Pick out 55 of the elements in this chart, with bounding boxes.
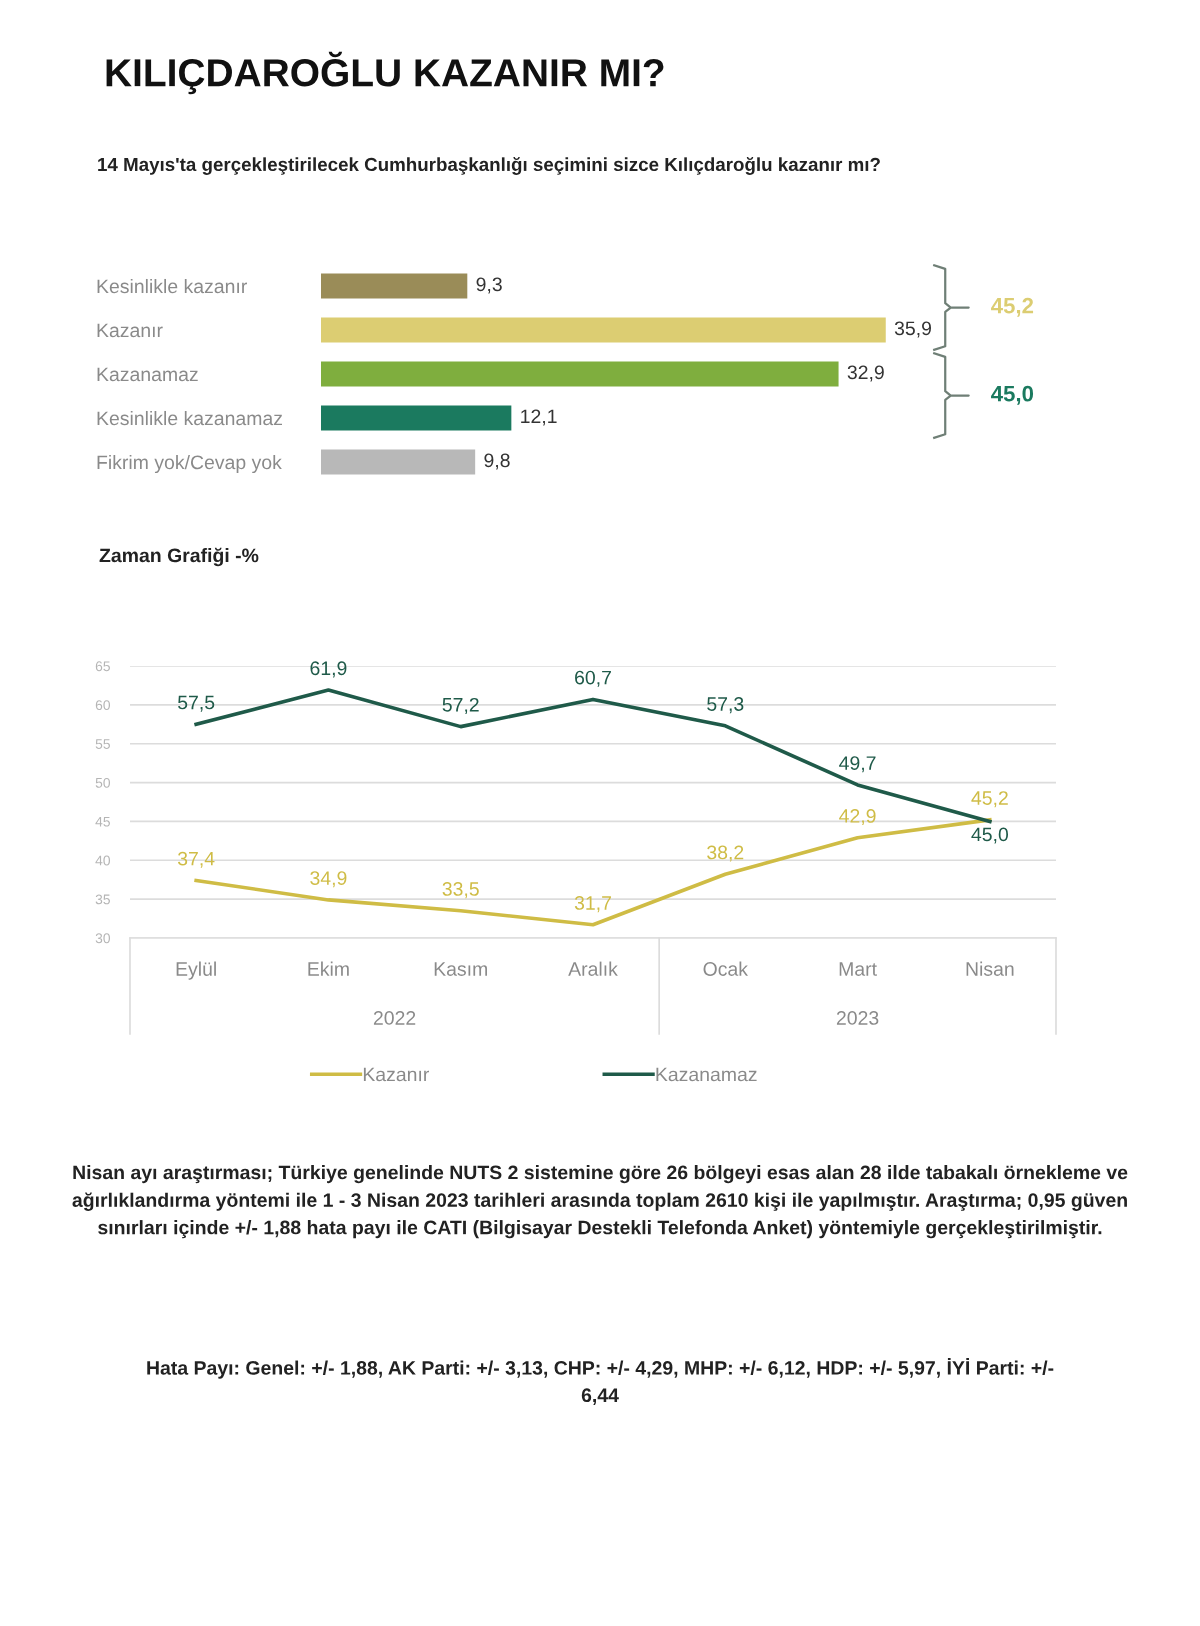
text: 2022 bbox=[373, 1011, 416, 1025]
data-label: 42,9 bbox=[839, 809, 876, 826]
data-label: 60,7 bbox=[575, 670, 611, 687]
y-tick-label: 30 bbox=[95, 933, 111, 944]
bar bbox=[321, 361, 839, 387]
text: 2023 bbox=[836, 1011, 879, 1025]
bar bbox=[321, 317, 886, 343]
data-label: 49,7 bbox=[839, 756, 876, 773]
data-label: 61,9 bbox=[310, 661, 347, 678]
x-tick-label: Kasım bbox=[434, 962, 487, 976]
data-label: 12,1 bbox=[521, 409, 557, 426]
x-tick-label: Aralık bbox=[568, 961, 618, 976]
chart-title: Zaman Grafiği -% bbox=[99, 547, 259, 567]
text: 45,2 bbox=[991, 297, 1034, 317]
data-label: 45,2 bbox=[971, 791, 1008, 808]
data-label: 57,2 bbox=[442, 697, 479, 714]
data-label: 32,9 bbox=[847, 365, 884, 382]
bar bbox=[321, 449, 476, 475]
data-label: 35,9 bbox=[894, 321, 932, 338]
data-label: 9,8 bbox=[484, 453, 510, 470]
bar bbox=[321, 273, 468, 299]
data-label: 34,9 bbox=[310, 871, 347, 888]
chart-title: KILIÇDAROĞLU KAZANIR MI? bbox=[106, 51, 664, 95]
y-tick-label: 60 bbox=[95, 700, 111, 711]
data-label: 33,5 bbox=[442, 882, 479, 899]
x-tick-label: Mart bbox=[839, 962, 877, 976]
y-tick-label: 40 bbox=[95, 855, 111, 866]
y-tick-label: 55 bbox=[95, 739, 110, 749]
data-label: 31,7 bbox=[574, 896, 611, 913]
data-label: 9,3 bbox=[476, 277, 502, 294]
y-tick-label: 45 bbox=[95, 816, 110, 827]
x-tick-label: Nisan bbox=[966, 961, 1014, 976]
data-label: 45,0 bbox=[971, 827, 1009, 844]
y-tick-label: 50 bbox=[95, 777, 111, 788]
x-tick-label: Ekim bbox=[308, 961, 349, 976]
text: 45,0 bbox=[991, 385, 1034, 405]
text: Hata Payı: Genel: +/- 1,88, AK Parti: +/- 3,13, CHP: +/- 4,29, MHP: +/- 6,12, HDP: +/- 5,97, İYİ Parti: +/- 6,44 bbox=[147, 1358, 1054, 1405]
bar bbox=[321, 405, 512, 431]
y-tick-label: 35 bbox=[95, 894, 110, 905]
chart-subtitle: 14 Mayıs'ta gerçekleştirilecek Cumhurbaşkanlığı seçimini sizce Kılıçdaroğlu kazanır mı? bbox=[98, 157, 880, 175]
legend-label: Kazanır bbox=[363, 1067, 430, 1082]
y-tick-label: Fikrim yok/Cevap yok bbox=[97, 454, 282, 474]
y-tick-label: 65 bbox=[95, 661, 110, 672]
legend-label: Kazanamaz bbox=[656, 1067, 757, 1082]
y-tick-label: Kesinlikle kazanır bbox=[97, 278, 247, 294]
text: Nisan ayı araştırması; Türkiye genelinde NUTS 2 sistemine göre 26 bölgeyi esas alan 28 ilde tabakalı örnekleme ve ağırlıklandırma yöntemi ile 1 - 3 Nisan 2023 tarihleri arasında toplam 2610 kişi ile yapılmıştır. Araştırma; 0,95 güven sınırları içinde +/- 1,88 hata payı ile CATI (Bilgisayar Destekli Telefonda Anket) yöntemiyle gerçekleştirilmiştir. bbox=[72, 1165, 1128, 1239]
x-tick-label: Ocak bbox=[703, 961, 749, 976]
data-label: 37,4 bbox=[177, 851, 215, 868]
data-label: 57,3 bbox=[707, 697, 744, 714]
y-tick-label: Kazanır bbox=[97, 323, 163, 338]
y-tick-label: Kazanamaz bbox=[97, 367, 198, 382]
data-label: 57,5 bbox=[178, 695, 215, 712]
data-label: 38,2 bbox=[707, 845, 744, 862]
y-tick-label: Kesinlikle kazanamaz bbox=[97, 410, 282, 426]
x-tick-label: Eylül bbox=[176, 961, 216, 980]
